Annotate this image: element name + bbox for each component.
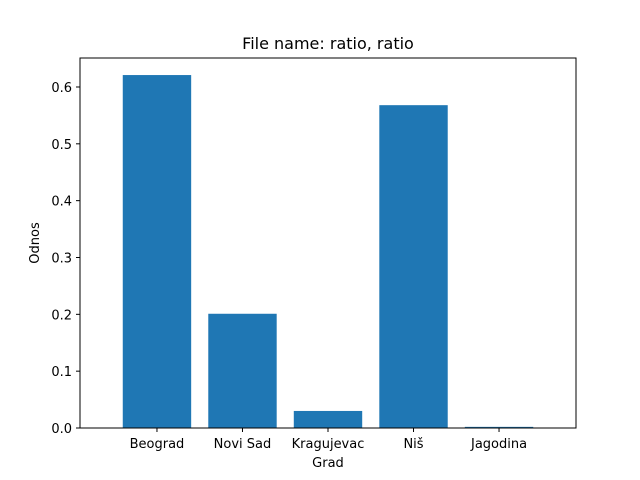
x-tick-label-0: Beograd xyxy=(130,437,185,452)
y-tick-label-3: 0.3 xyxy=(51,251,72,266)
y-axis: 0.0 0.1 0.2 0.3 0.4 0.5 0.6 xyxy=(51,81,80,437)
x-axis: Beograd Novi Sad Kragujevac Niš Jagodina xyxy=(130,428,527,452)
bar-4 xyxy=(464,426,534,428)
y-axis-title: Odnos xyxy=(28,222,43,264)
x-tick-label-2: Kragujevac xyxy=(292,437,365,452)
bar-0 xyxy=(122,75,192,429)
y-tick-label-2: 0.2 xyxy=(51,308,72,323)
x-tick-label-3: Niš xyxy=(403,437,423,452)
y-tick-label-0: 0.0 xyxy=(51,422,72,437)
x-axis-title: Grad xyxy=(312,456,344,471)
x-tick-label-1: Novi Sad xyxy=(214,437,272,452)
y-tick-label-5: 0.5 xyxy=(51,138,72,153)
bar-2 xyxy=(293,410,363,428)
plot-frame xyxy=(79,57,577,429)
bar-1 xyxy=(208,313,277,428)
y-tick-label-6: 0.6 xyxy=(51,81,72,96)
bar-3 xyxy=(379,105,448,429)
y-tick-label-1: 0.1 xyxy=(51,365,72,380)
y-tick-label-4: 0.4 xyxy=(51,195,72,210)
chart-title: File name: ratio, ratio xyxy=(242,34,414,53)
x-tick-label-4: Jagodina xyxy=(470,437,527,452)
bars-group xyxy=(122,75,534,429)
